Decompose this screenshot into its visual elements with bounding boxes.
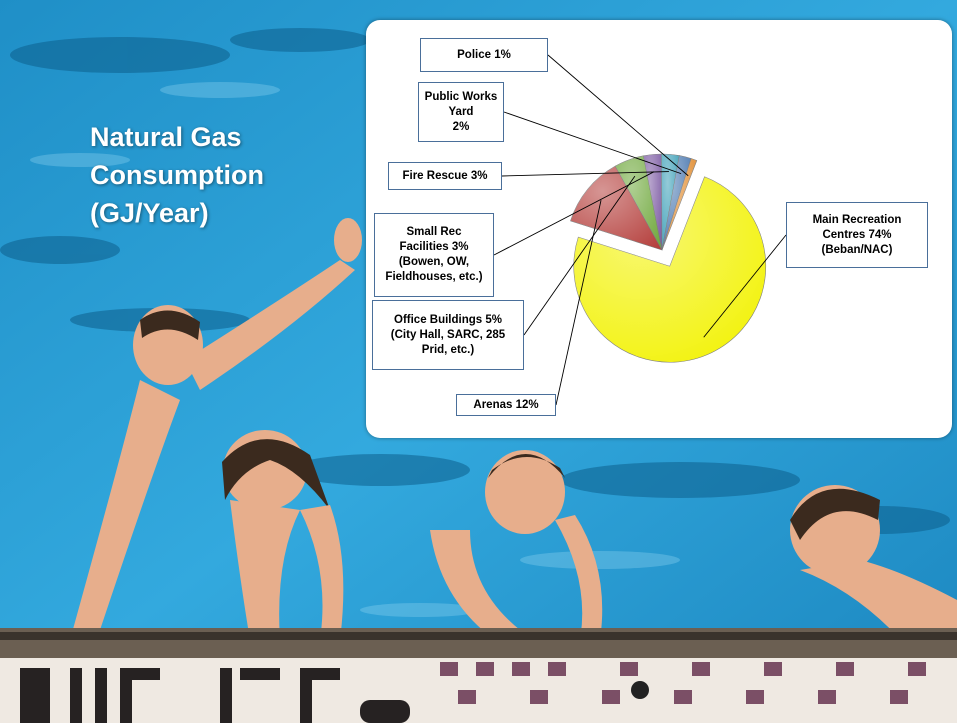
pie-chart xyxy=(493,54,787,406)
slice-label-line: Arenas 12% xyxy=(473,398,539,411)
slice-label-line: Fieldhouses, etc.) xyxy=(385,271,483,283)
slice-label-fire: Fire Rescue 3% xyxy=(388,162,502,190)
slice-label-line: Main Recreation xyxy=(812,213,902,226)
slice-label-police: Police 1% xyxy=(420,38,548,72)
chart-panel: Main Recreation Centres 74% (Beban/NAC) Are… xyxy=(366,20,952,438)
slice-label-main: Main Recreation Centres 74% (Beban/NAC) xyxy=(786,202,928,268)
slice-label-line: Office Buildings 5% xyxy=(394,313,502,326)
slice-label-line: Facilities 3% xyxy=(399,241,469,253)
leader-line-main xyxy=(703,234,787,338)
pie-slice-highlight xyxy=(573,176,766,363)
slice-label-public-works: Public Works Yard 2% xyxy=(418,82,504,142)
slice-label-line: Prid, etc.) xyxy=(421,343,475,356)
leader-line-arenas xyxy=(555,200,602,406)
slice-label-small-rec: Small Rec Facilities 3% (Bowen, OW, Fieldho… xyxy=(374,213,494,297)
slice-label-line: (Bowen, OW, xyxy=(398,256,470,268)
slice-label-arenas: Arenas 12% xyxy=(456,394,556,416)
slice-label-line: Small Rec xyxy=(406,226,462,238)
title-line: Consumption xyxy=(90,160,264,190)
slice-label-line: Police 1% xyxy=(457,48,511,61)
pie-slice-highlight xyxy=(661,154,680,250)
leader-line-public-works xyxy=(503,111,682,175)
leader-line-fire xyxy=(501,171,669,177)
title-line: Natural Gas xyxy=(90,122,242,152)
slide-title: Natural Gas Consumption (GJ/Year) xyxy=(90,118,330,232)
leader-line-police xyxy=(547,54,689,177)
pie-slice-highlight xyxy=(643,154,662,250)
title-line: (GJ/Year) xyxy=(90,198,209,228)
swimmers-illustration xyxy=(70,218,957,690)
leader-line-office xyxy=(523,175,636,336)
slice-label-line: Yard xyxy=(448,105,474,118)
slice-label-line: (City Hall, SARC, 285 xyxy=(390,328,506,341)
slice-label-line: Centres 74% xyxy=(822,228,892,241)
slice-label-office: Office Buildings 5% (City Hall, SARC, 285… xyxy=(372,300,524,370)
slice-label-line: 2% xyxy=(452,120,470,133)
slice-label-line: Public Works xyxy=(424,90,498,103)
slice-label-line: (Beban/NAC) xyxy=(821,243,893,256)
slice-label-line: Fire Rescue 3% xyxy=(402,169,488,182)
pie-slice-highlight xyxy=(662,158,697,250)
pie-slice-highlight xyxy=(570,166,662,250)
pie-slice-highlight xyxy=(615,155,662,250)
leader-line-small-rec xyxy=(493,171,655,256)
